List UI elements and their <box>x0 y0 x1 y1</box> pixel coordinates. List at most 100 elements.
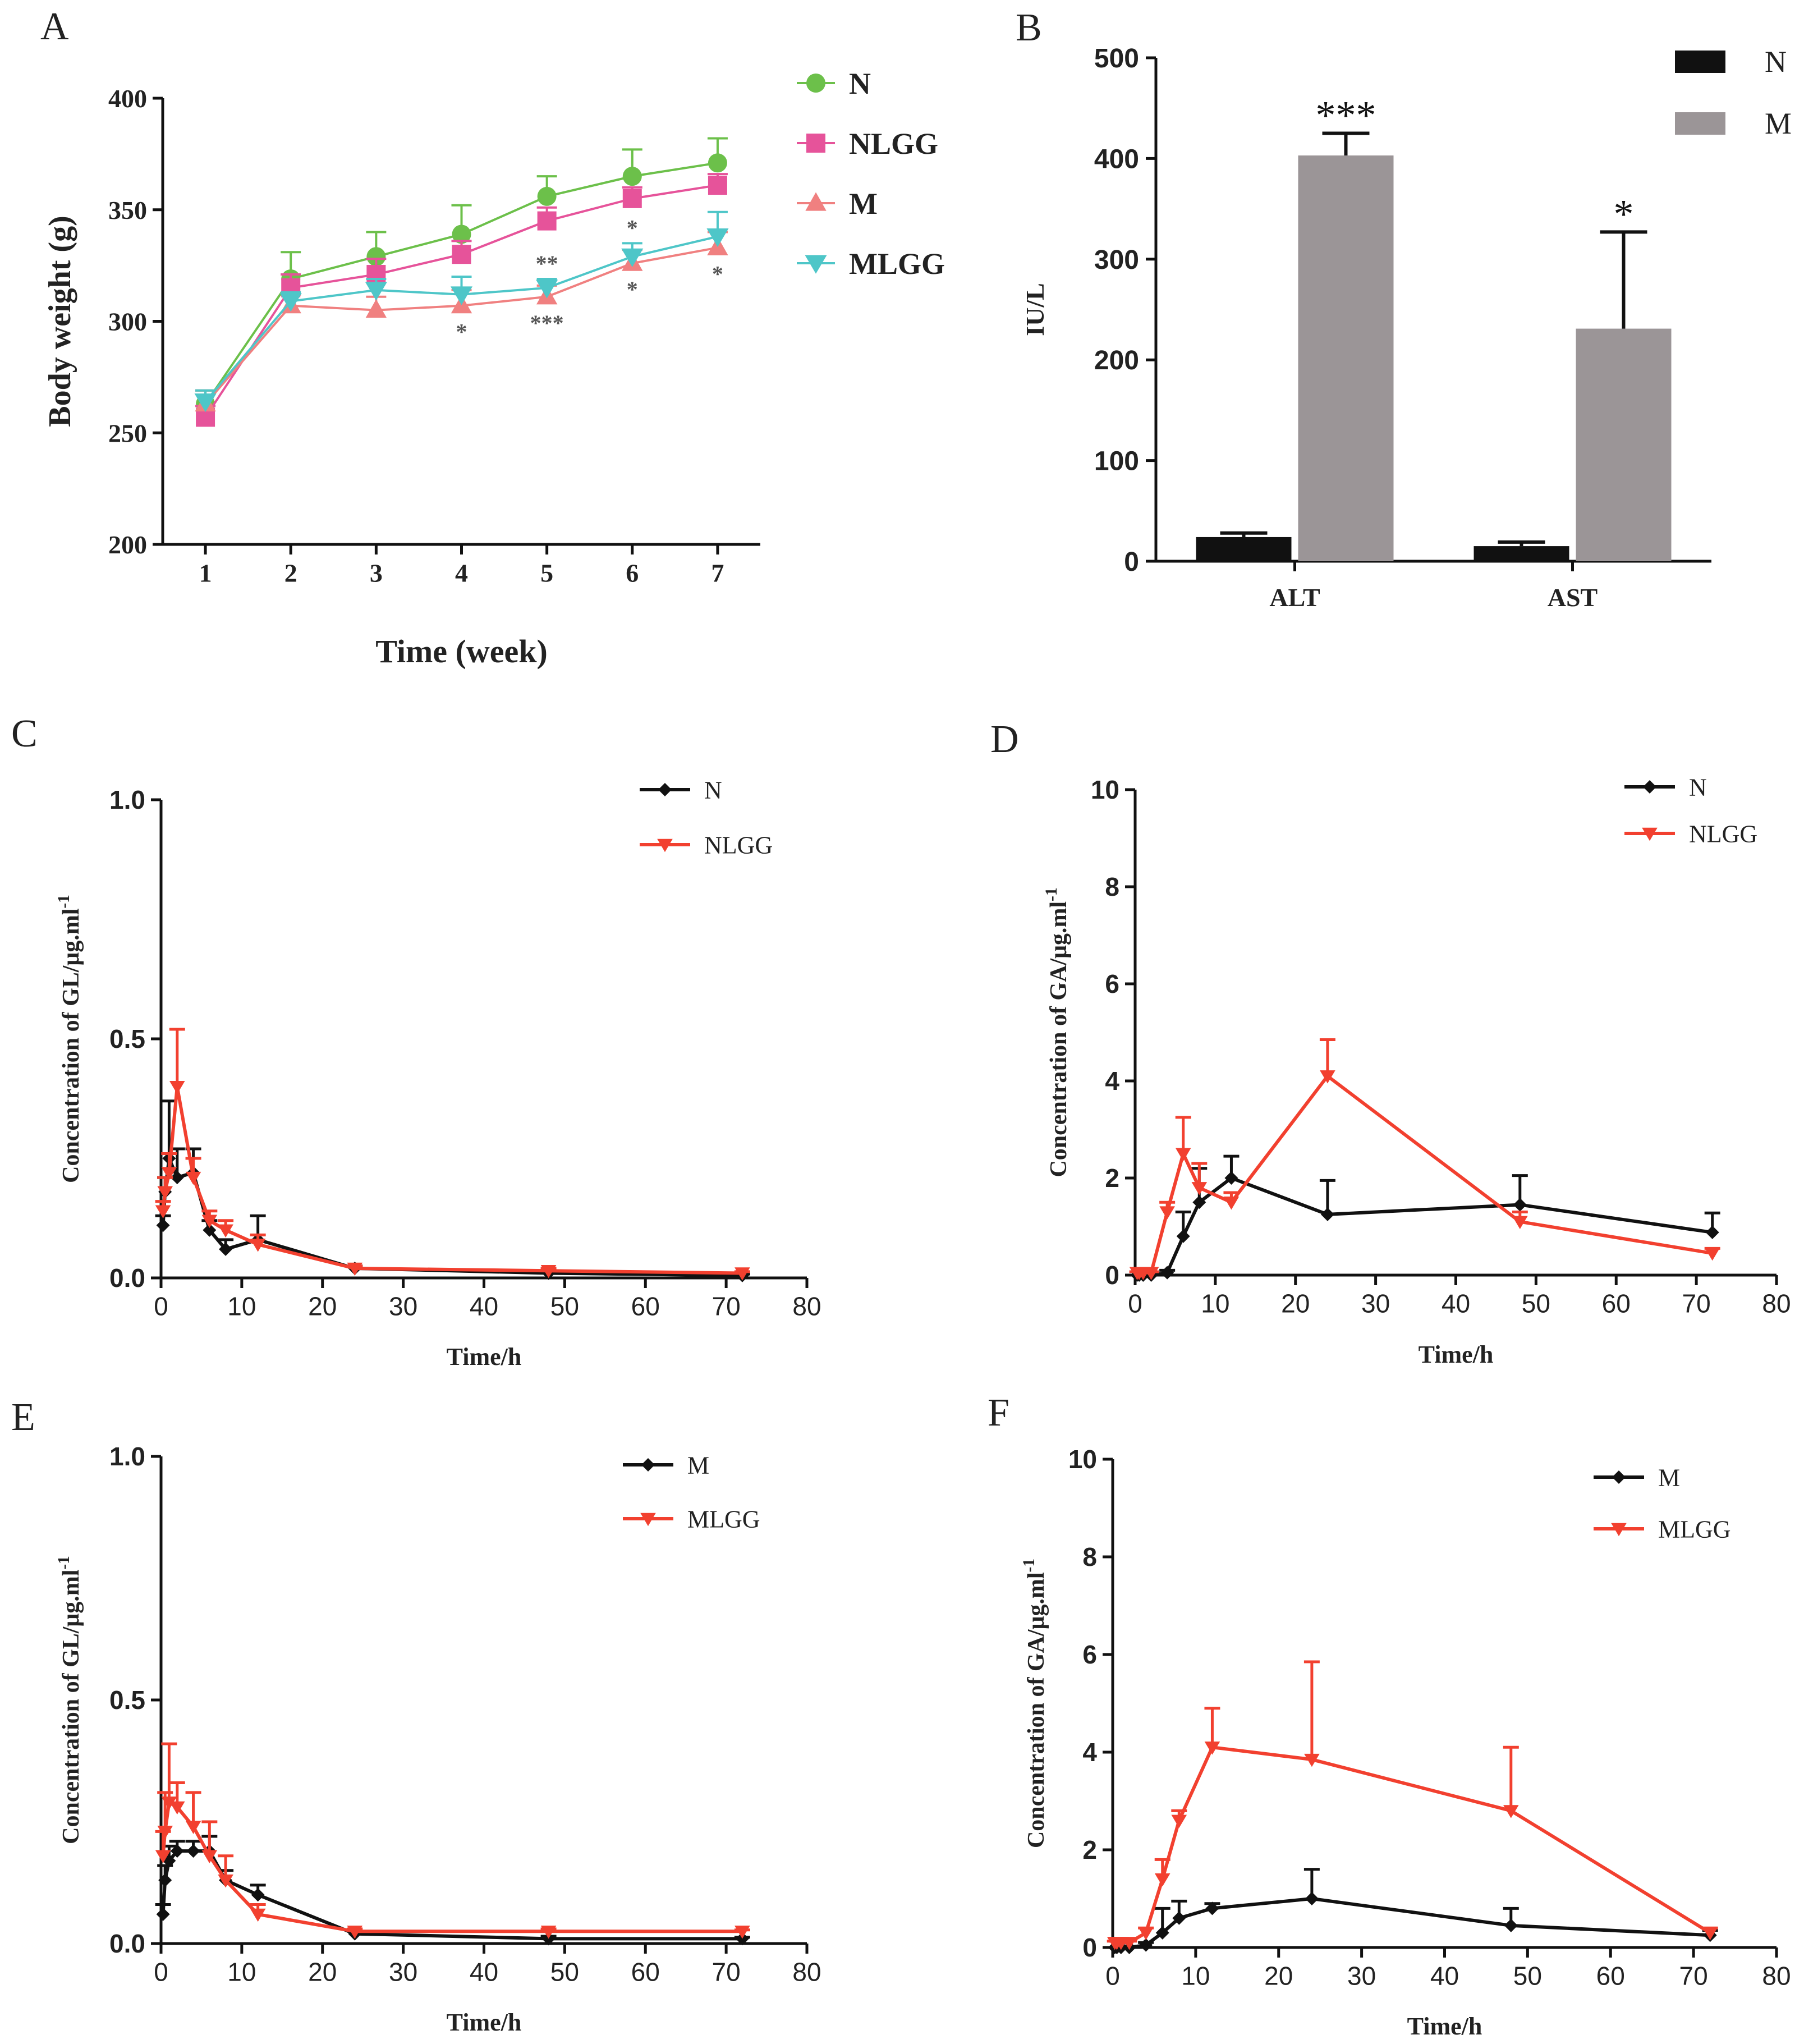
data-point <box>201 1215 218 1228</box>
data-point <box>622 167 642 186</box>
legend-label: N <box>849 67 871 100</box>
y-tick-label: 0 <box>1105 1261 1119 1290</box>
data-point <box>1176 1229 1190 1243</box>
y-axis-title: Concentration of GL/μg.ml-1 <box>55 1556 84 1844</box>
x-tick-label: 40 <box>470 1957 498 1986</box>
x-tick-label: 60 <box>1596 1961 1625 1990</box>
data-point <box>1192 1195 1206 1209</box>
data-point <box>1204 1741 1220 1755</box>
legend-marker <box>641 1458 655 1472</box>
x-tick-label: 0 <box>154 1957 168 1986</box>
x-axis-title: Time/h <box>447 1343 522 1371</box>
legend-label: MLGG <box>849 247 945 281</box>
y-tick-label: 0.5 <box>109 1685 145 1715</box>
data-point <box>1121 1937 1137 1950</box>
legend-marker <box>658 783 672 796</box>
y-tick-label: 2 <box>1082 1835 1097 1864</box>
legend-marker <box>806 74 825 93</box>
x-tick-label: 70 <box>1679 1961 1708 1990</box>
data-point <box>450 286 473 305</box>
x-tick-label: 10 <box>1201 1289 1229 1318</box>
data-point <box>1155 1926 1169 1940</box>
data-point <box>621 248 644 267</box>
x-tick-label: 50 <box>1513 1961 1542 1990</box>
panel-f-ga-concentration-chart: F 0 2 4 6 8 10 0 10 20 30 40 50 60 70 80 Time/h Concentra… <box>988 1391 1791 2040</box>
x-axis-title: Time/h <box>1419 1341 1494 1368</box>
data-point <box>1705 1225 1719 1239</box>
x-tick-label: 50 <box>1522 1289 1550 1318</box>
legend-label: N <box>1765 45 1787 79</box>
data-point <box>155 1850 171 1863</box>
data-point <box>156 1218 170 1232</box>
y-tick-label: 200 <box>1094 346 1139 375</box>
legend-label: MLGG <box>687 1505 760 1533</box>
panel-label: F <box>988 1391 1009 1435</box>
y-tick-label: 250 <box>108 419 147 447</box>
bar-alt-n <box>1196 537 1292 561</box>
data-point <box>1191 1182 1208 1195</box>
legend-swatch <box>1675 112 1725 135</box>
data-point <box>1159 1206 1175 1220</box>
legend-label: NLGG <box>849 127 938 161</box>
data-point <box>251 1888 265 1902</box>
data-point <box>194 393 217 413</box>
panel-b-liver-enzyme-chart: B 0 100 200 300 400 500 IU/L ALT *** AST * NM <box>1016 6 1792 612</box>
data-point <box>1175 1148 1191 1161</box>
significance-marker: * <box>456 319 467 345</box>
y-axis-title: Concentration of GA/μg.ml-1 <box>1020 1559 1049 1848</box>
data-point <box>1304 1753 1320 1767</box>
data-point <box>155 1205 171 1218</box>
data-point <box>203 1223 217 1237</box>
data-point <box>1224 1171 1238 1185</box>
x-tick-label: 0 <box>154 1291 168 1321</box>
y-tick-label: 0 <box>1082 1933 1097 1962</box>
legend-label: M <box>1658 1464 1680 1491</box>
y-tick-label: 6 <box>1105 969 1119 998</box>
panel-label: C <box>11 712 38 755</box>
data-point <box>1139 1938 1153 1952</box>
series-line <box>161 1157 742 1277</box>
y-tick-label: 400 <box>108 84 147 113</box>
data-point <box>1320 1207 1334 1221</box>
y-tick-label: 0 <box>1124 547 1139 577</box>
series-nlgg <box>195 173 728 427</box>
y-tick-label: 10 <box>1091 775 1119 804</box>
x-tick-label: 3 <box>370 558 383 587</box>
legend-marker <box>1642 827 1658 841</box>
x-tick-label: 0 <box>1105 1961 1120 1990</box>
legend-marker <box>640 1513 656 1527</box>
bar-ast-n <box>1474 546 1569 561</box>
x-tick-label: 30 <box>1361 1289 1390 1318</box>
legend-marker <box>1612 1470 1626 1484</box>
data-point <box>536 279 558 299</box>
y-axis-title-text: Concentration of GL/μg.ml <box>58 1570 84 1844</box>
series-line <box>1114 1897 1710 1949</box>
y-tick-label: 1.0 <box>109 785 145 814</box>
x-tick-label: 70 <box>712 1957 741 1986</box>
data-point <box>201 1850 218 1863</box>
x-tick-label: 2 <box>284 558 297 587</box>
data-point <box>706 228 729 248</box>
data-point <box>347 1262 363 1276</box>
x-tick-label: 7 <box>711 558 724 587</box>
panel-label: E <box>11 1396 35 1439</box>
data-point <box>218 1874 233 1888</box>
x-tick-label: 6 <box>626 558 639 587</box>
x-tick-label: 30 <box>1347 1961 1376 1990</box>
legend-label: N <box>704 776 722 804</box>
x-tick-label: 50 <box>550 1957 579 1986</box>
data-point <box>279 293 302 312</box>
y-tick-label: 10 <box>1068 1445 1097 1474</box>
series-line <box>161 1800 742 1933</box>
significance-marker: * <box>1614 191 1634 236</box>
data-point <box>537 211 557 231</box>
panel-e-gl-concentration-chart: E 0.0 0.5 1.0 0 10 20 30 40 50 60 70 80 Time/h Concent… <box>11 1396 821 2036</box>
legend-marker <box>657 838 673 853</box>
x-tick-label: 80 <box>792 1291 821 1321</box>
y-tick-label: 0.5 <box>109 1024 145 1053</box>
x-tick-label: 10 <box>227 1957 256 1986</box>
series-mlgg <box>1107 1660 1718 1950</box>
y-axis-title: Concentration of GL/μg.ml-1 <box>55 895 84 1183</box>
x-tick-label: 80 <box>792 1957 821 1986</box>
data-point <box>366 247 386 267</box>
